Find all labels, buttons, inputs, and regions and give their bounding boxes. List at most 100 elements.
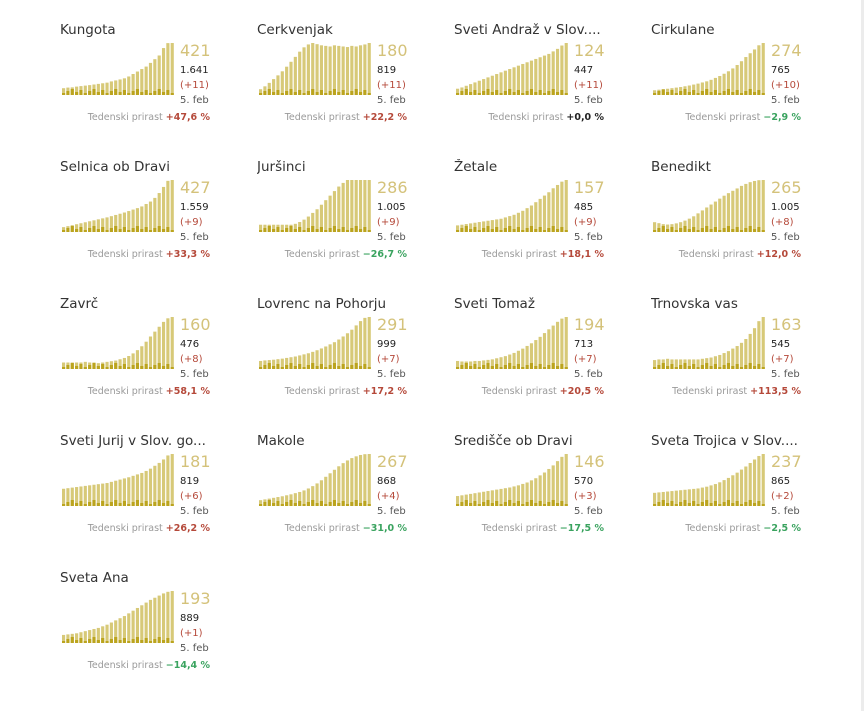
sparkline-bar xyxy=(551,465,555,506)
municipality-name: Selnica ob Dravi xyxy=(60,159,170,175)
sparkline-new-bar xyxy=(692,364,696,369)
sparkline-bar xyxy=(687,85,691,95)
sparkline-new-bar xyxy=(289,226,293,232)
sparkline-new-bar xyxy=(96,503,100,506)
sparkline-new-bar xyxy=(79,90,83,95)
sparkline-new-bar xyxy=(267,363,271,369)
municipality-card[interactable]: Selnica ob Dravi 427 1.559 (+9) 5. feb Tedens… xyxy=(60,159,250,289)
sparkline-bar xyxy=(490,220,494,232)
sparkline-new-bar xyxy=(324,93,328,95)
municipality-card[interactable]: Benedikt 265 1.005 (+8) 5. feb Tedenski prira… xyxy=(651,159,841,289)
sparkline-new-bar xyxy=(752,366,757,369)
sparkline-bar xyxy=(122,357,126,369)
sparkline-new-bar xyxy=(503,502,507,506)
municipality-card[interactable]: Sveti Tomaž 194 713 (+7) 5. feb Tedenski prir… xyxy=(454,296,644,426)
sparkline-new-bar xyxy=(731,366,735,369)
sparkline-new-bar xyxy=(79,638,83,643)
sparkline-chart xyxy=(62,180,174,232)
sparkline-new-bar xyxy=(122,90,126,95)
sparkline-bar xyxy=(298,491,302,506)
sparkline-bar xyxy=(166,318,170,369)
sparkline-new-bar xyxy=(521,93,525,95)
municipality-card[interactable]: Sveti Jurij v Slov. go... 181 819 (+6) 5. fe… xyxy=(60,433,250,563)
sparkline-bar xyxy=(687,489,691,506)
sparkline-bar xyxy=(140,69,144,95)
sparkline-new-bar xyxy=(315,366,319,369)
sparkline-new-bar xyxy=(744,91,748,95)
sparkline-new-bar xyxy=(127,230,131,232)
sparkline-bar xyxy=(157,462,161,506)
sparkline-new-bar xyxy=(358,503,363,506)
active-cases: 421 xyxy=(180,41,211,60)
sparkline-new-bar xyxy=(564,367,568,369)
sparkline-new-bar xyxy=(666,366,670,369)
weekly-growth: Tedenski prirast +33,3 % xyxy=(60,249,210,260)
sparkline-new-bar xyxy=(140,229,144,232)
municipality-card[interactable]: Sveti Andraž v Slov.... 124 447 (+11) 5. feb… xyxy=(454,22,644,152)
municipality-card[interactable]: Sveta Ana 193 889 (+1) 5. feb Tedenski priras… xyxy=(60,570,250,700)
sparkline-new-bar xyxy=(705,226,709,232)
sparkline-new-bar xyxy=(508,363,512,369)
sparkline-bar xyxy=(83,631,87,643)
sparkline-bar xyxy=(354,46,358,95)
sparkline-new-bar xyxy=(319,501,323,506)
municipality-card[interactable]: Kungota 421 1.641 (+11) 5. feb Tedenski prira… xyxy=(60,22,250,152)
municipality-card[interactable]: Sveta Trojica v Slov.... 237 865 (+2) 5. feb… xyxy=(651,433,841,563)
sparkline-bar xyxy=(757,45,761,95)
active-cases: 146 xyxy=(574,452,605,471)
sparkline-bar xyxy=(306,44,310,95)
active-cases: 180 xyxy=(377,41,408,60)
sparkline-new-bar xyxy=(105,230,109,232)
sparkline-bar xyxy=(114,80,118,95)
sparkline-new-bar xyxy=(350,502,354,506)
municipality-card[interactable]: Cirkulane 274 765 (+10) 5. feb Tedenski prira… xyxy=(651,22,841,152)
sparkline-new-bar xyxy=(713,364,717,369)
sparkline-bar xyxy=(534,478,538,506)
sparkline-new-bar xyxy=(718,230,722,232)
sparkline-new-bar xyxy=(170,93,174,95)
sparkline-chart xyxy=(456,180,568,232)
sparkline-bar xyxy=(144,341,148,369)
sparkline-new-bar xyxy=(683,89,687,95)
sparkline-bar xyxy=(161,593,166,643)
sparkline-new-bar xyxy=(83,641,87,643)
sparkline-bar xyxy=(354,325,358,369)
municipality-card[interactable]: Središče ob Dravi 146 570 (+3) 5. feb Tedensk… xyxy=(454,433,644,563)
sparkline-new-bar xyxy=(529,89,534,95)
new-cases: (+7) xyxy=(377,354,400,365)
date-label: 5. feb xyxy=(771,506,800,517)
sparkline-new-bar xyxy=(324,367,328,369)
municipality-card[interactable]: Žetale 157 485 (+9) 5. feb Tedenski prirast +1… xyxy=(454,159,644,289)
sparkline-bar xyxy=(709,357,713,369)
municipality-card[interactable]: Juršinci 286 1.005 (+9) 5. feb Tedenski prira… xyxy=(257,159,447,289)
sparkline-bar xyxy=(354,456,358,506)
sparkline-bar xyxy=(564,43,568,95)
sparkline-new-bar xyxy=(726,89,731,95)
sparkline-new-bar xyxy=(722,228,726,232)
sparkline-bar xyxy=(135,350,140,369)
sparkline-bar xyxy=(140,206,144,232)
sparkline-bar xyxy=(131,475,135,506)
sparkline-new-bar xyxy=(83,93,87,95)
sparkline-new-bar xyxy=(306,228,310,232)
scrollbar[interactable] xyxy=(861,0,864,711)
municipality-card[interactable]: Makole 267 868 (+4) 5. feb Tedenski prirast −3… xyxy=(257,433,447,563)
sparkline-bar xyxy=(456,496,460,506)
sparkline-bar xyxy=(752,49,757,95)
weekly-growth-value: −2,9 % xyxy=(763,112,801,123)
sparkline-new-bar xyxy=(267,89,271,95)
sparkline-bar xyxy=(679,222,683,232)
sparkline-bar xyxy=(657,492,661,506)
sparkline-bar xyxy=(92,484,96,506)
sparkline-bar xyxy=(490,490,494,506)
municipality-card[interactable]: Cerkvenjak 180 819 (+11) 5. feb Tedenski prir… xyxy=(257,22,447,152)
sparkline-new-bar xyxy=(661,363,665,369)
sparkline-new-bar xyxy=(293,92,297,95)
sparkline-new-bar xyxy=(131,502,135,506)
sparkline-new-bar xyxy=(687,92,691,95)
municipality-card[interactable]: Trnovska vas 163 545 (+7) 5. feb Tedenski pri… xyxy=(651,296,841,426)
sparkline-bar xyxy=(499,488,503,506)
municipality-card[interactable]: Lovrenc na Pohorju 291 999 (+7) 5. feb Tedens… xyxy=(257,296,447,426)
municipality-card[interactable]: Zavrč 160 476 (+8) 5. feb Tedenski prirast +58… xyxy=(60,296,250,426)
sparkline-bar xyxy=(311,351,315,369)
